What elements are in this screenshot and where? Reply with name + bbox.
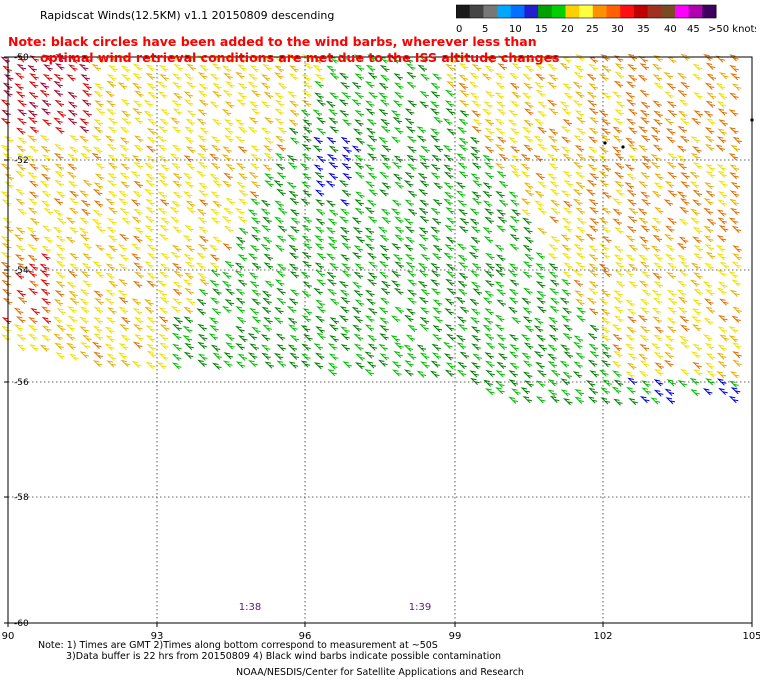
latitude-tick-label: -54 [14,266,29,276]
latitude-tick-label: -58 [14,493,29,503]
colorbar-swatch [538,5,553,18]
colorbar-swatch [633,5,649,18]
colorbar-swatch [606,5,621,18]
colorbar-swatch [702,5,717,18]
colorbar-swatch [565,5,580,18]
colorbar-swatch [469,5,484,18]
colorbar-label: 10 [509,24,522,35]
longitude-tick-label: 105 [742,631,760,642]
colorbar-label: 5 [482,24,488,35]
longitude-tick-label: 93 [151,631,164,642]
pass-time-label: 1:38 [239,602,261,613]
colorbar-label: 40 [664,24,677,35]
colorbar-label: >50 knots [708,24,756,35]
colorbar-label: 20 [561,24,574,35]
latitude-tick-label: -60 [14,619,29,629]
colorbar-swatch [647,5,662,18]
colorbar-swatch [510,5,525,18]
wind-barbs-layer [0,53,754,406]
longitude-tick-label: 96 [299,631,312,642]
colorbar-label: 30 [611,24,624,35]
colorbar-label: 45 [687,24,700,35]
pass-time-label: 1:39 [409,602,431,613]
altitude-note: Note: black circles have been added to t… [8,34,568,66]
pass-time-labels: 1:38 1:39 [239,602,431,613]
colorbar-swatch [551,5,566,18]
colorbar-swatch [524,5,539,18]
footer-line-2: 3)Data buffer is 22 hrs from 20150809 4)… [66,651,502,662]
colorbar-swatch [579,5,594,18]
footer-line-1: Note: 1) Times are GMT 2)Times along bot… [38,640,438,651]
contamination-marker [603,141,607,145]
colorbar-swatch [688,5,703,18]
note-line-2: optimal wind retrieval conditions are me… [40,50,560,65]
latitude-tick-label: -50 [14,53,29,63]
colorbar-swatch [483,5,498,18]
map-title: Rapidscat Winds(12.5KM) v1.1 20150809 de… [40,9,335,22]
latitude-labels: -50 -52 -54 -56 -58 -60 [4,53,29,629]
lat-lon-grid [8,57,752,623]
note-line-1: Note: black circles have been added to t… [8,34,537,49]
colorbar-swatch [674,5,690,18]
wind-speed-colorbar: 0 5 10 15 20 25 30 35 40 45 >50 knots [455,4,760,40]
colorbar-label: 15 [535,24,548,35]
contamination-marker [621,145,625,149]
latitude-tick-label: -56 [14,378,29,388]
longitude-tick-label: 102 [593,631,612,642]
colorbar-swatch [456,5,471,18]
longitude-labels: 90 93 96 99 102 105 [2,623,760,642]
colorbar-swatch [497,5,512,18]
footer-credit: NOAA/NESDIS/Center for Satellite Applica… [236,667,524,678]
colorbar-swatch [661,5,676,18]
longitude-tick-label: 99 [449,631,462,642]
colorbar-swatch [620,5,635,18]
latitude-tick-label: -52 [14,156,29,166]
colorbar-swatches: 0 5 10 15 20 25 30 35 40 45 >50 knots [455,4,760,35]
colorbar-label: 0 [456,24,462,35]
plot-frame [7,56,753,624]
colorbar-label: 25 [586,24,599,35]
colorbar-label: 35 [637,24,650,35]
colorbar-swatch [592,5,607,18]
longitude-tick-label: 90 [2,631,15,642]
